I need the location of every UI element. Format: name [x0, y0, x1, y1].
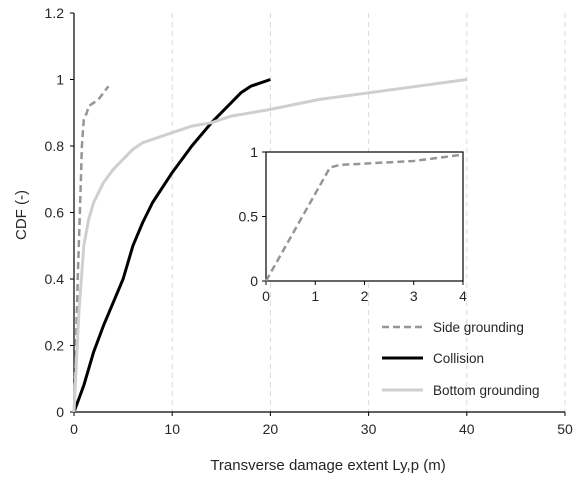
- x-axis-label: Transverse damage extent Ly,p (m): [210, 457, 445, 474]
- main-series-group: [72, 78, 468, 413]
- x-tick-label: 0: [70, 421, 78, 437]
- inset-series-line-side-grounding: [264, 153, 464, 282]
- x-tick-label: 50: [557, 421, 573, 437]
- x-tick-label: 20: [263, 421, 279, 437]
- x-tick-label: 10: [164, 421, 180, 437]
- y-tick-label: 0.2: [45, 338, 65, 354]
- y-tick-label: 0.4: [45, 271, 65, 287]
- inset-x-tick-label: 2: [361, 288, 369, 304]
- inset-y-tick-label: 1: [250, 144, 258, 160]
- inset-frame: [265, 151, 464, 282]
- inset-y-tick-label: 0: [250, 273, 258, 289]
- x-tick-label: 30: [361, 421, 377, 437]
- y-tick-label: 1.2: [45, 5, 65, 21]
- y-tick-label: 1: [56, 72, 64, 88]
- y-tick-label: 0.6: [45, 205, 65, 221]
- series-line-bottom-grounding: [72, 78, 468, 413]
- series-line-collision: [72, 78, 271, 413]
- legend-label-side-grounding: Side grounding: [433, 320, 524, 335]
- inset-chart: 0 1 2 3 4 0 0.5 1: [239, 144, 468, 304]
- legend-label-bottom-grounding: Bottom grounding: [433, 383, 540, 398]
- series-line-side-grounding: [72, 85, 110, 413]
- inset-x-tick-label: 0: [262, 288, 270, 304]
- inset-x-tick-label: 1: [311, 288, 319, 304]
- x-tick-label: 40: [459, 421, 475, 437]
- inset-x-tick-label: 4: [459, 288, 467, 304]
- y-tick-label: 0.8: [45, 138, 65, 154]
- inset-x-tick-label: 3: [410, 288, 418, 304]
- y-axis-label: CDF (-): [13, 190, 30, 240]
- legend: Side grounding Collision Bottom grounding: [382, 320, 540, 398]
- y-tick-label: 0: [56, 404, 64, 420]
- legend-label-collision: Collision: [433, 351, 484, 366]
- inset-y-tick-label: 0.5: [239, 209, 259, 225]
